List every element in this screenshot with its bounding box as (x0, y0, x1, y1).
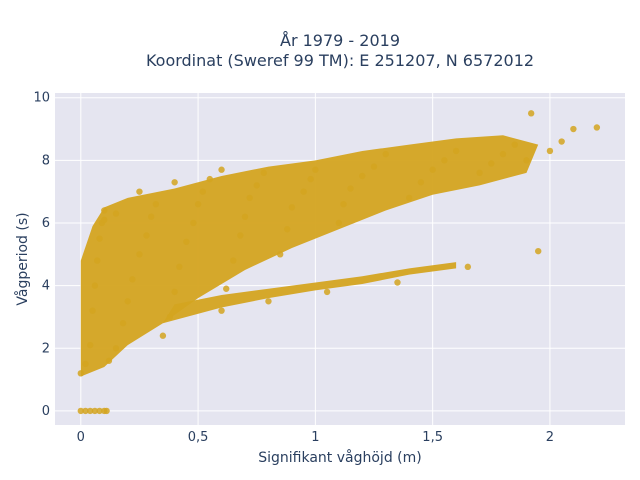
data-point (527, 110, 535, 117)
data-point (105, 357, 113, 364)
chart-title-line-1: År 1979 - 2019 (280, 31, 400, 50)
data-point (523, 157, 530, 164)
data-point (546, 147, 554, 155)
data-point (91, 282, 99, 289)
data-point (335, 219, 343, 227)
data-point (94, 257, 101, 264)
x-axis-title: Signifikant våghöjd (m) (258, 449, 421, 466)
x-tick-label: 2 (546, 430, 554, 445)
data-point (312, 166, 319, 173)
dense-cloud-upper (80, 135, 539, 377)
data-point (241, 213, 249, 220)
data-point (136, 188, 143, 195)
y-tick-label: 10 (33, 91, 50, 106)
data-point (77, 407, 85, 415)
data-point (176, 263, 183, 271)
y-tick-label: 2 (42, 341, 50, 356)
data-point (77, 370, 85, 377)
data-point (405, 194, 413, 202)
y-axis-title: Vågperiod (s) (14, 212, 31, 305)
data-point (171, 179, 178, 186)
data-point (101, 216, 108, 224)
data-point (223, 285, 230, 292)
data-point (593, 124, 601, 131)
data-point (183, 238, 190, 245)
data-point (265, 298, 272, 305)
data-point (499, 150, 507, 158)
data-point (284, 226, 291, 233)
data-point (143, 232, 150, 239)
data-point (535, 247, 542, 255)
y-tick-label: 4 (42, 279, 50, 294)
data-point (382, 150, 389, 158)
data-point (112, 345, 120, 352)
data-point (129, 276, 136, 283)
data-point (237, 232, 244, 239)
data-point (119, 320, 127, 327)
x-tick-label: 1,5 (422, 430, 443, 445)
data-point (218, 166, 225, 173)
data-point (86, 341, 94, 349)
data-point (171, 288, 178, 296)
data-point (288, 204, 296, 211)
y-tick-label: 8 (42, 153, 50, 168)
data-point (103, 407, 110, 415)
data-point (124, 298, 131, 305)
x-axis-ticks: 0 0,5 1 1,5 2 (77, 430, 554, 445)
data-point (96, 407, 103, 415)
data-point (136, 251, 143, 258)
data-point (464, 263, 472, 271)
data-point (370, 163, 378, 170)
x-tick-label: 0,5 (188, 430, 209, 445)
data-point (253, 182, 260, 189)
x-tick-label: 1 (311, 430, 319, 445)
y-tick-label: 0 (42, 404, 50, 419)
data-point (159, 332, 167, 339)
data-points (77, 110, 601, 415)
data-point (276, 251, 284, 258)
dense-cloud-lower (162, 262, 457, 324)
data-point (452, 147, 460, 155)
data-point (307, 175, 314, 183)
data-point (101, 207, 108, 214)
data-point (511, 141, 518, 148)
data-point (194, 200, 202, 208)
data-point (218, 307, 225, 314)
data-point (441, 157, 448, 164)
chart-title-line-2: Koordinat (Sweref 99 TM): E 251207, N 65… (146, 51, 534, 70)
data-band (80, 135, 539, 377)
x-tick-label: 0 (77, 430, 85, 445)
data-point (417, 179, 425, 186)
data-point (190, 219, 197, 227)
data-point (147, 213, 155, 220)
data-point (96, 235, 103, 242)
data-point (570, 125, 577, 133)
data-point (199, 188, 206, 195)
data-point (359, 172, 366, 180)
data-point (86, 407, 94, 415)
data-point (347, 185, 354, 192)
data-point (488, 160, 495, 167)
data-point (300, 188, 307, 195)
data-point (206, 175, 214, 183)
data-point (340, 200, 347, 208)
data-point (476, 169, 483, 177)
data-point (89, 307, 96, 314)
data-point (394, 279, 401, 286)
data-point (558, 138, 565, 145)
data-point (112, 210, 120, 217)
y-tick-label: 6 (42, 216, 50, 231)
data-point (82, 407, 89, 415)
data-point (82, 360, 89, 368)
data-point (230, 257, 237, 264)
data-point (91, 407, 99, 415)
y-axis-ticks: 0 2 4 6 8 10 (33, 91, 50, 419)
data-point (166, 313, 174, 321)
data-point (152, 200, 160, 208)
data-point (260, 169, 267, 177)
data-point (246, 194, 253, 202)
data-point (323, 288, 331, 296)
data-point (429, 166, 436, 173)
